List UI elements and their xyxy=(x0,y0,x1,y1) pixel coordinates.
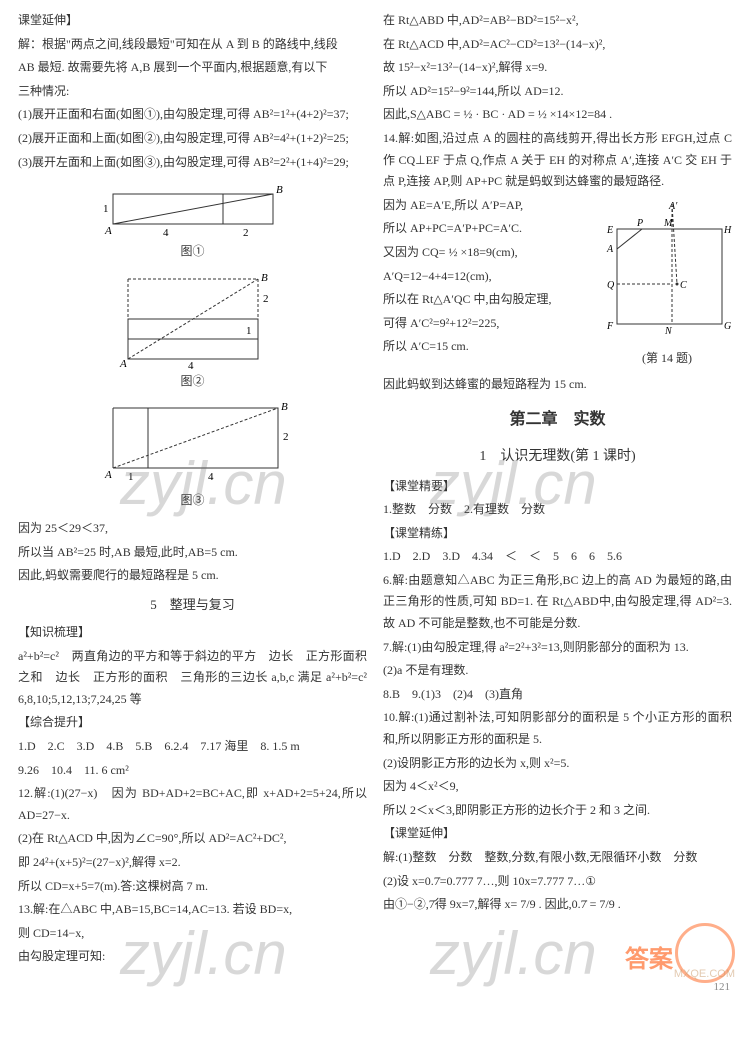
right-p18: 7.解:(1)由勾股定理,得 a²=2²+3²=13,则阴影部分的面积为 13. xyxy=(383,637,732,659)
svg-text:A′: A′ xyxy=(668,201,678,212)
left-p1: 解：根据"两点之间,线段最短"可知在从 A 到 B 的路线中,线段 xyxy=(18,34,367,56)
left-header-2: 【知识梳理】 xyxy=(18,622,367,644)
figure-1-caption: 图① xyxy=(18,241,367,263)
left-p6: (3)展开左面和上面(如图③),由勾股定理,可得 AB²=2²+(1+4)²=2… xyxy=(18,152,367,174)
right-p15: 1.整数 分数 2.有理数 分数 xyxy=(383,499,732,521)
left-p15: 即 24²+(x+5)²=(27−x)²,解得 x=2. xyxy=(18,852,367,874)
svg-text:G: G xyxy=(724,321,731,332)
svg-text:Q: Q xyxy=(607,280,615,291)
left-p2: AB 最短. 故需要先将 A,B 展到一个平面内,根据题意,有以下 xyxy=(18,57,367,79)
right-p5: 因此,S△ABC = ½ · BC · AD = ½ ×14×12=84 . xyxy=(383,104,732,126)
svg-text:A: A xyxy=(104,469,112,481)
svg-text:1: 1 xyxy=(128,471,134,483)
svg-text:B: B xyxy=(276,184,283,196)
figure-14-caption: (第 14 题) xyxy=(602,348,732,370)
left-p5: (2)展开正面和上面(如图②),由勾股定理,可得 AB²=4²+(1+2)²=2… xyxy=(18,128,367,150)
right-header-2: 【课堂精练】 xyxy=(383,523,732,545)
left-p16: 所以 CD=x+5=7(m).答:这棵树高 7 m. xyxy=(18,876,367,898)
right-p22: (2)设阴影正方形的边长为 x,则 x²=5. xyxy=(383,753,732,775)
right-p20: 8.B 9.(1)3 (2)4 (3)直角 xyxy=(383,684,732,706)
page-number: 121 xyxy=(0,978,750,998)
svg-text:1: 1 xyxy=(246,325,252,337)
right-header-3: 【课堂延伸】 xyxy=(383,823,732,845)
right-p6: 14.解:如图,沿过点 A 的圆柱的高线剪开,得出长方形 EFGH,过点 C 作… xyxy=(383,128,732,193)
left-header-3: 【综合提升】 xyxy=(18,712,367,734)
left-p19: 由勾股定理可知: xyxy=(18,946,367,968)
left-p18: 则 CD=14−x, xyxy=(18,923,367,945)
right-p1: 在 Rt△ABD 中,AD²=AB²−BD²=15²−x², xyxy=(383,10,732,32)
left-p7: 因为 25＜29＜37, xyxy=(18,518,367,540)
left-p12: 9.26 10.4 11. 6 cm² xyxy=(18,760,367,782)
right-p26: (2)设 x=0.7̇=0.777 7…,则 10x=7.777 7…① xyxy=(383,871,732,893)
page-content: 课堂延伸】 解：根据"两点之间,线段最短"可知在从 A 到 B 的路线中,线段 … xyxy=(0,0,750,978)
figure-2-caption: 图② xyxy=(18,371,367,393)
figure-14: A′ E P M H A Q C F N G (第 14 题) xyxy=(602,199,732,370)
right-p21: 10.解:(1)通过割补法,可知阴影部分的面积是 5 个小正方形的面积和,所以阴… xyxy=(383,707,732,750)
right-p4: 所以 AD²=15²−9²=144,所以 AD=12. xyxy=(383,81,732,103)
svg-text:F: F xyxy=(606,321,614,332)
svg-text:A: A xyxy=(119,358,127,369)
svg-text:B: B xyxy=(261,272,268,284)
svg-text:H: H xyxy=(723,225,732,236)
right-p17: 6.解:由题意知△ABC 为正三角形,BC 边上的高 AD 为最短的路,由正三角… xyxy=(383,570,732,635)
figure-3-caption: 图③ xyxy=(18,490,367,512)
svg-text:C: C xyxy=(680,280,687,291)
svg-text:A: A xyxy=(606,244,614,255)
section-1-title: 1 认识无理数(第 1 课时) xyxy=(383,444,732,469)
right-p2: 在 Rt△ACD 中,AD²=AC²−CD²=13²−(14−x)², xyxy=(383,34,732,56)
svg-text:2: 2 xyxy=(283,431,289,443)
right-p27: 由①−②,7̇得 9x=7,解得 x= 7/9 . 因此,0.7̇ = 7/9 … xyxy=(383,894,732,916)
svg-text:M: M xyxy=(663,218,673,229)
left-p17: 13.解:在△ABC 中,AB=15,BC=14,AC=13. 若设 BD=x, xyxy=(18,899,367,921)
left-header-1: 课堂延伸】 xyxy=(18,10,367,32)
right-p14: 因此蚂蚁到达蜂蜜的最短路程为 15 cm. xyxy=(383,374,732,396)
left-column: 课堂延伸】 解：根据"两点之间,线段最短"可知在从 A 到 B 的路线中,线段 … xyxy=(10,8,375,970)
section-5-title: 5 整理与复习 xyxy=(18,593,367,616)
svg-text:2: 2 xyxy=(263,293,269,305)
right-p25: 解:(1)整数 分数 整数,分数,有限小数,无限循环小数 分数 xyxy=(383,847,732,869)
svg-text:4: 4 xyxy=(163,227,169,239)
svg-text:N: N xyxy=(664,326,673,337)
left-p10: a²+b²=c² 两直角边的平方和等于斜边的平方 边长 正方形面积之和 边长 正… xyxy=(18,646,367,711)
left-p14: (2)在 Rt△ACD 中,因为∠C=90°,所以 AD²=AC²+DC², xyxy=(18,828,367,850)
left-p3: 三种情况: xyxy=(18,81,367,103)
right-p19: (2)a 不是有理数. xyxy=(383,660,732,682)
figure-3: B A 1 4 2 图③ xyxy=(18,398,367,512)
right-p24: 所以 2＜x＜3,即阴影正方形的边长介于 2 和 3 之间. xyxy=(383,800,732,822)
right-column: 在 Rt△ABD 中,AD²=AB²−BD²=15²−x², 在 Rt△ACD … xyxy=(375,8,740,970)
svg-text:A: A xyxy=(104,225,112,237)
figure-2: B A 1 4 2 图② xyxy=(18,269,367,393)
right-p3: 故 15²−x²=13²−(14−x)²,解得 x=9. xyxy=(383,57,732,79)
svg-text:E: E xyxy=(606,225,613,236)
left-p11: 1.D 2.C 3.D 4.B 5.B 6.2.4 7.17 海里 8. 1.5… xyxy=(18,736,367,758)
right-p23: 因为 4＜x²＜9, xyxy=(383,776,732,798)
svg-text:P: P xyxy=(636,218,643,229)
chapter-2-title: 第二章 实数 xyxy=(383,406,732,435)
left-p13: 12.解:(1)(27−x) 因为 BD+AD+2=BC+AC,即 x+AD+2… xyxy=(18,783,367,826)
svg-text:2: 2 xyxy=(243,227,249,239)
left-p8: 所以当 AB²=25 时,AB 最短,此时,AB=5 cm. xyxy=(18,542,367,564)
svg-text:B: B xyxy=(281,401,288,413)
svg-text:4: 4 xyxy=(208,471,214,483)
right-header-1: 【课堂精要】 xyxy=(383,476,732,498)
left-p4: (1)展开正面和右面(如图①),由勾股定理,可得 AB²=1²+(4+2)²=3… xyxy=(18,104,367,126)
right-p16: 1.D 2.D 3.D 4.34 ＜ ＜ 5 6 6 5.6 xyxy=(383,546,732,568)
figure-1: 1 A B 4 2 图① xyxy=(18,179,367,263)
left-p9: 因此,蚂蚁需要爬行的最短路程是 5 cm. xyxy=(18,565,367,587)
svg-text:1: 1 xyxy=(103,203,109,215)
svg-text:4: 4 xyxy=(188,360,194,369)
